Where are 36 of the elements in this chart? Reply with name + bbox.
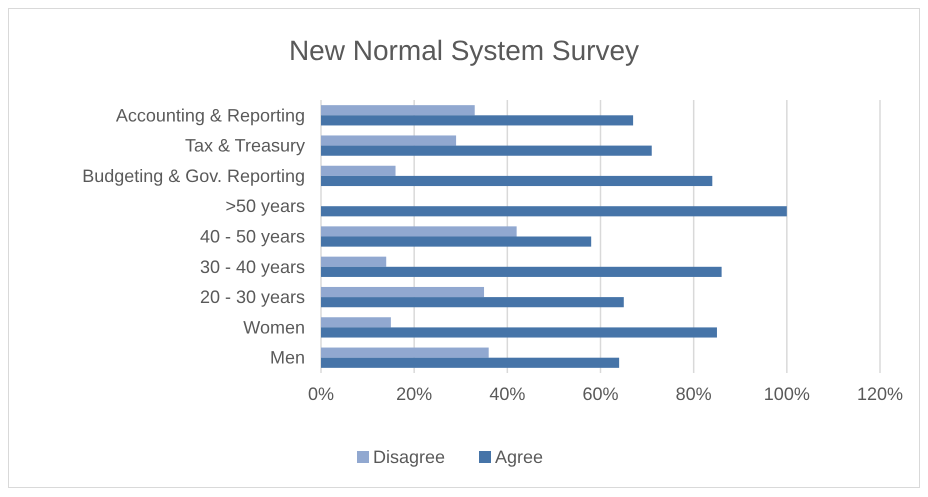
y-tick-label: 40 - 50 years xyxy=(200,226,305,246)
y-tick-label: Budgeting & Gov. Reporting xyxy=(82,166,305,186)
x-tick-label: 100% xyxy=(764,384,810,404)
bar xyxy=(321,166,396,176)
y-tick-label: Accounting & Reporting xyxy=(116,105,305,126)
y-tick-label: 30 - 40 years xyxy=(200,256,305,277)
x-tick-label: 80% xyxy=(676,384,712,404)
bar xyxy=(321,317,391,328)
x-tick-label: 20% xyxy=(396,384,432,404)
bar xyxy=(321,115,634,126)
bar xyxy=(321,146,652,156)
bar xyxy=(321,358,620,368)
x-tick-label: 60% xyxy=(582,384,619,404)
bar xyxy=(321,256,386,267)
bar xyxy=(321,286,484,298)
bar xyxy=(321,236,592,247)
bar xyxy=(321,226,517,236)
bar xyxy=(321,206,787,216)
bar xyxy=(321,266,722,277)
y-tick-label: Women xyxy=(243,317,305,338)
x-tick-label: 120% xyxy=(856,384,904,404)
legend-label: Agree xyxy=(495,447,544,467)
bar xyxy=(321,297,624,308)
y-tick-label: Men xyxy=(270,348,305,368)
legend-label: Disagree xyxy=(373,447,446,467)
bar xyxy=(321,176,712,186)
bar xyxy=(321,327,717,338)
x-tick-label: 0% xyxy=(308,384,334,404)
x-tick-label: 40% xyxy=(489,384,526,404)
bar xyxy=(321,105,475,116)
y-tick-label: 20 - 30 years xyxy=(200,287,305,308)
y-tick-label: Tax & Treasury xyxy=(184,136,305,156)
chart-title: New Normal System Survey xyxy=(288,35,640,66)
bar xyxy=(321,135,456,146)
bar xyxy=(321,348,489,358)
y-tick-label: >50 years xyxy=(225,196,305,216)
